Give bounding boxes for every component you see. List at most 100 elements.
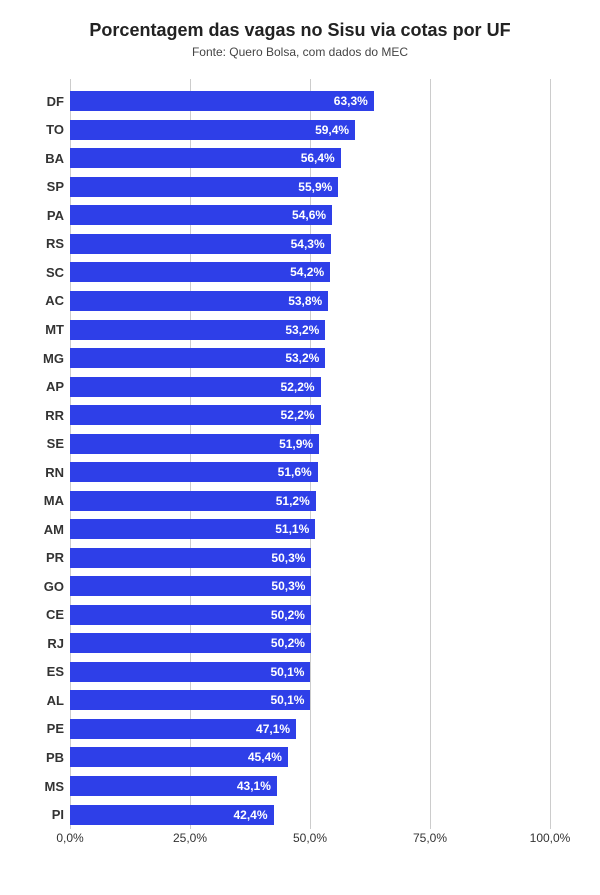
- bar-value-label: 51,2%: [276, 494, 310, 508]
- bar: 52,2%: [70, 377, 321, 397]
- bar-row: AM51,1%: [70, 518, 550, 540]
- bar: 47,1%: [70, 719, 296, 739]
- bar: 50,2%: [70, 633, 311, 653]
- category-label: PE: [30, 721, 64, 736]
- category-label: PA: [30, 208, 64, 223]
- bar: 50,1%: [70, 662, 310, 682]
- category-label: MS: [30, 779, 64, 794]
- category-label: AL: [30, 693, 64, 708]
- bar: 50,3%: [70, 576, 311, 596]
- bar-value-label: 52,2%: [281, 380, 315, 394]
- x-tick-label: 50,0%: [293, 831, 327, 845]
- x-axis: 0,0%25,0%50,0%75,0%100,0%: [70, 829, 550, 849]
- plot-area: DF63,3% TO59,4% BA56,4% SP55,9% PA54,6% RS54,…: [70, 79, 550, 849]
- bar: 43,1%: [70, 776, 277, 796]
- bar-row: AC53,8%: [70, 290, 550, 312]
- bar-row: MG53,2%: [70, 347, 550, 369]
- bar-value-label: 52,2%: [281, 408, 315, 422]
- bar: 45,4%: [70, 747, 288, 767]
- bar-value-label: 54,3%: [291, 237, 325, 251]
- bar: 63,3%: [70, 91, 374, 111]
- bar: 56,4%: [70, 148, 341, 168]
- category-label: MA: [30, 493, 64, 508]
- bar-row: PR50,3%: [70, 547, 550, 569]
- bar-row: GO50,3%: [70, 575, 550, 597]
- bar-value-label: 51,1%: [275, 522, 309, 536]
- category-label: CE: [30, 607, 64, 622]
- bar-row: BA56,4%: [70, 147, 550, 169]
- bar-value-label: 55,9%: [298, 180, 332, 194]
- bar-value-label: 56,4%: [301, 151, 335, 165]
- bar-value-label: 53,8%: [288, 294, 322, 308]
- category-label: ES: [30, 664, 64, 679]
- bar: 55,9%: [70, 177, 338, 197]
- bar-row: PB45,4%: [70, 746, 550, 768]
- bar: 54,6%: [70, 205, 332, 225]
- bar: 52,2%: [70, 405, 321, 425]
- category-label: AC: [30, 293, 64, 308]
- bar-row: DF63,3%: [70, 90, 550, 112]
- bar-row: PA54,6%: [70, 204, 550, 226]
- bars-area: DF63,3% TO59,4% BA56,4% SP55,9% PA54,6% RS54,…: [70, 87, 550, 829]
- bar-value-label: 50,2%: [271, 608, 305, 622]
- bar: 54,2%: [70, 262, 330, 282]
- bar: 53,8%: [70, 291, 328, 311]
- bar: 53,2%: [70, 320, 325, 340]
- bar-value-label: 50,2%: [271, 636, 305, 650]
- bar-row: AL50,1%: [70, 689, 550, 711]
- bar-value-label: 43,1%: [237, 779, 271, 793]
- category-label: RR: [30, 408, 64, 423]
- category-label: PB: [30, 750, 64, 765]
- bar: 51,6%: [70, 462, 318, 482]
- bar-row: RS54,3%: [70, 233, 550, 255]
- bar-row: MT53,2%: [70, 319, 550, 341]
- bar-row: CE50,2%: [70, 604, 550, 626]
- bar: 50,3%: [70, 548, 311, 568]
- bar-row: SP55,9%: [70, 176, 550, 198]
- bar-value-label: 42,4%: [233, 808, 267, 822]
- bar-row: MA51,2%: [70, 490, 550, 512]
- bar-row: ES50,1%: [70, 661, 550, 683]
- bar-value-label: 54,6%: [292, 208, 326, 222]
- bar-row: RJ50,2%: [70, 632, 550, 654]
- category-label: MG: [30, 351, 64, 366]
- bar: 51,2%: [70, 491, 316, 511]
- bar-row: RN51,6%: [70, 461, 550, 483]
- bar-value-label: 54,2%: [290, 265, 324, 279]
- category-label: BA: [30, 151, 64, 166]
- bar-row: SE51,9%: [70, 433, 550, 455]
- category-label: RN: [30, 465, 64, 480]
- bar-row: TO59,4%: [70, 119, 550, 141]
- gridline: [550, 79, 551, 829]
- bar-row: AP52,2%: [70, 376, 550, 398]
- x-tick-label: 25,0%: [173, 831, 207, 845]
- bar-value-label: 63,3%: [334, 94, 368, 108]
- category-label: RS: [30, 236, 64, 251]
- bar-row: PI42,4%: [70, 804, 550, 826]
- bar-value-label: 59,4%: [315, 123, 349, 137]
- x-tick-label: 100,0%: [530, 831, 571, 845]
- bar-value-label: 50,1%: [270, 693, 304, 707]
- chart-title: Porcentagem das vagas no Sisu via cotas …: [30, 20, 570, 41]
- bar: 50,2%: [70, 605, 311, 625]
- x-tick-label: 75,0%: [413, 831, 447, 845]
- x-tick-label: 0,0%: [56, 831, 83, 845]
- bar-row: SC54,2%: [70, 261, 550, 283]
- bar-row: RR52,2%: [70, 404, 550, 426]
- category-label: AM: [30, 522, 64, 537]
- category-label: TO: [30, 122, 64, 137]
- bar-value-label: 50,3%: [271, 551, 305, 565]
- bar-row: MS43,1%: [70, 775, 550, 797]
- bar-value-label: 51,9%: [279, 437, 313, 451]
- bar: 51,9%: [70, 434, 319, 454]
- category-label: AP: [30, 379, 64, 394]
- category-label: PR: [30, 550, 64, 565]
- bar-value-label: 51,6%: [278, 465, 312, 479]
- bar: 42,4%: [70, 805, 274, 825]
- category-label: MT: [30, 322, 64, 337]
- category-label: DF: [30, 94, 64, 109]
- category-label: SP: [30, 179, 64, 194]
- bar-value-label: 45,4%: [248, 750, 282, 764]
- bar: 51,1%: [70, 519, 315, 539]
- bar: 54,3%: [70, 234, 331, 254]
